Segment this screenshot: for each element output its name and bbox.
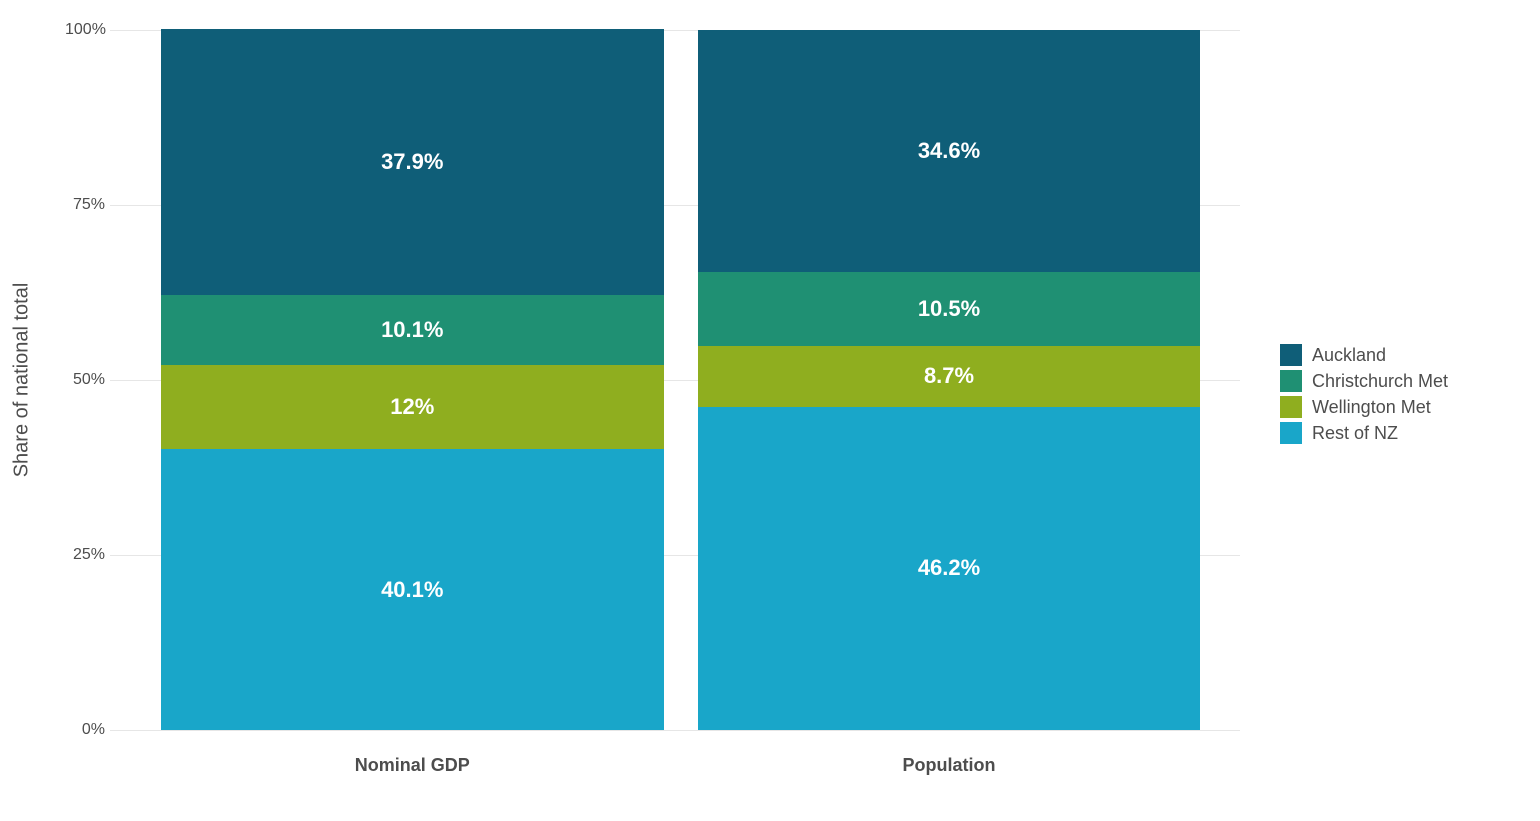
legend-item: Rest of NZ: [1280, 422, 1448, 444]
legend-item: Wellington Met: [1280, 396, 1448, 418]
bar-column: 46.2% 8.7% 10.5% 34.6%: [698, 30, 1201, 730]
y-tick-label: 25%: [65, 546, 105, 564]
gridline: [110, 730, 1240, 731]
x-tick-label: Population: [903, 755, 996, 776]
y-tick-label: 0%: [65, 721, 105, 739]
bar-value-label: 12%: [161, 394, 664, 420]
legend-swatch: [1280, 370, 1302, 392]
bar-value-label: 10.5%: [698, 296, 1201, 322]
y-tick-label: 50%: [65, 371, 105, 389]
plot-area: 40.1% 12% 10.1% 37.9% 46.2% 8.7% 10.5% 34.6%: [110, 30, 1240, 730]
x-tick-label: Nominal GDP: [355, 755, 470, 776]
bar-value-label: 10.1%: [161, 317, 664, 343]
bar-value-label: 40.1%: [161, 577, 664, 603]
legend-label: Christchurch Met: [1312, 371, 1448, 392]
y-tick-label: 75%: [65, 196, 105, 214]
legend-label: Wellington Met: [1312, 397, 1431, 418]
y-axis-title: Share of national total: [11, 283, 34, 478]
stacked-bar-chart: Share of national total 40.1% 12% 10.1% 37.…: [0, 0, 1540, 821]
bar-value-label: 34.6%: [698, 138, 1201, 164]
legend-label: Rest of NZ: [1312, 423, 1398, 444]
legend-item: Christchurch Met: [1280, 370, 1448, 392]
legend-swatch: [1280, 396, 1302, 418]
legend-label: Auckland: [1312, 345, 1386, 366]
bar-value-label: 46.2%: [698, 555, 1201, 581]
legend-item: Auckland: [1280, 344, 1448, 366]
bar-value-label: 8.7%: [698, 363, 1201, 389]
legend-swatch: [1280, 344, 1302, 366]
bar-value-label: 37.9%: [161, 149, 664, 175]
y-tick-label: 100%: [65, 21, 105, 39]
legend-swatch: [1280, 422, 1302, 444]
legend: Auckland Christchurch Met Wellington Met Re…: [1280, 340, 1448, 448]
bar-column: 40.1% 12% 10.1% 37.9%: [161, 30, 664, 730]
